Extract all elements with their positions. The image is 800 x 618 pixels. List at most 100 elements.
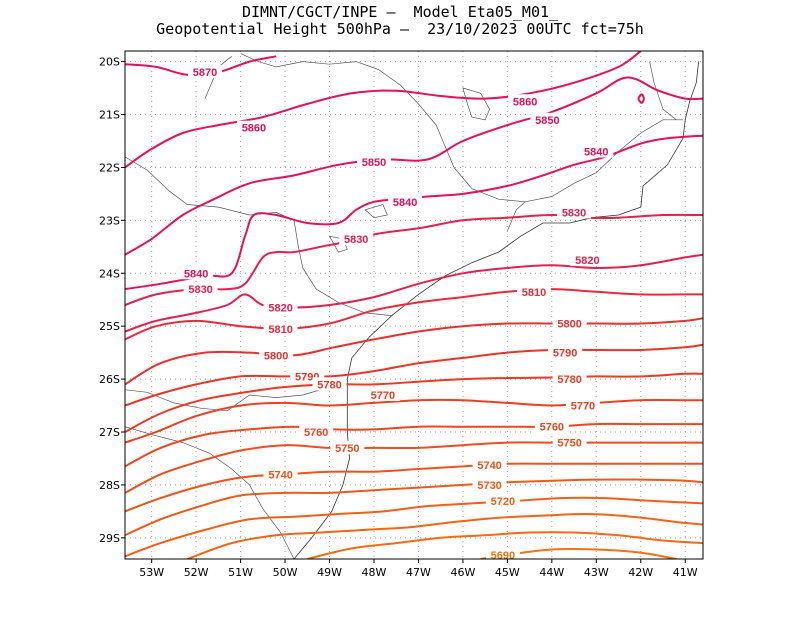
contour-label-bg — [548, 345, 583, 359]
contour-label: 5740 — [477, 460, 501, 472]
contour-label-bg — [552, 435, 587, 449]
y-tick-label: 20S — [99, 56, 120, 69]
contour-label-bg — [485, 493, 520, 507]
contour-line — [637, 93, 645, 104]
contour-layer — [125, 51, 703, 559]
contour-label: 5800 — [264, 350, 288, 362]
contour-label: 5820 — [268, 303, 292, 315]
state-border — [240, 53, 683, 203]
x-tick-label: 42W — [628, 566, 653, 579]
y-tick-label: 29S — [99, 532, 120, 545]
contour-label: 5830 — [562, 207, 586, 219]
contour-label: 5830 — [188, 284, 212, 296]
contour-line — [125, 441, 703, 494]
contour-line — [186, 512, 703, 559]
contour-label: 5810 — [268, 324, 292, 336]
y-tick-label: 25S — [99, 320, 120, 333]
x-tick-label: 50W — [273, 566, 298, 579]
contour-label: 5840 — [584, 147, 608, 159]
contour-label: 5760 — [540, 422, 564, 434]
contour-label: 5810 — [522, 287, 546, 299]
contour-label-bg — [263, 321, 298, 335]
contour-label-bg — [236, 120, 271, 134]
reservoir-outline — [364, 204, 388, 219]
contour-line — [307, 531, 703, 559]
contour-line — [125, 478, 703, 537]
contour-label: 5850 — [535, 115, 559, 127]
contour-label: 5770 — [371, 390, 395, 402]
chart-title: DIMNT/CGCT/INPE – Model Eta05_M01_ Geopo… — [0, 4, 800, 38]
contour-label: 5720 — [491, 496, 515, 508]
contour-line — [125, 76, 703, 256]
y-tick-label: 24S — [99, 267, 120, 280]
axis-ticks: 53W 52W 51W 50W 49W 48W 47W 46W 45W 44W 43W 42W 41W 2… — [99, 56, 698, 579]
contour-label: 5730 — [477, 480, 501, 492]
contour-label-bg — [565, 398, 600, 412]
contour-label-bg — [508, 94, 543, 108]
contour-label: 5750 — [557, 438, 581, 450]
contour-label-bg — [472, 457, 507, 471]
y-tick-label: 28S — [99, 479, 120, 492]
contour-label: 5780 — [557, 374, 581, 386]
y-tick-label: 27S — [99, 426, 120, 439]
contour-label: 5770 — [571, 401, 595, 413]
contour-label-bg — [517, 284, 552, 298]
contour-label-bg — [365, 387, 400, 401]
contour-line — [125, 343, 703, 407]
plot-frame — [124, 50, 704, 560]
contour-label: 5750 — [335, 443, 359, 455]
title-line-2: Geopotential Height 500hPa – 23/10/2023 … — [156, 20, 644, 38]
reservoir-outline — [462, 87, 490, 121]
contour-label-bg — [570, 253, 605, 267]
contour-label-bg — [330, 440, 365, 454]
x-tick-label: 49W — [317, 566, 342, 579]
contour-label-bg — [183, 282, 218, 296]
contour-label-bg — [312, 377, 347, 391]
contour-label-bg — [557, 205, 592, 219]
x-tick-label: 47W — [406, 566, 431, 579]
contour-line — [125, 51, 642, 169]
contour-line — [125, 496, 703, 558]
reservoir-outline — [328, 235, 348, 253]
y-tick-label: 23S — [99, 214, 120, 227]
contour-label: 5740 — [268, 469, 292, 481]
y-tick-label: 22S — [99, 161, 120, 174]
contour-label-bg — [179, 266, 214, 280]
state-border — [649, 61, 677, 121]
contour-line — [125, 372, 703, 433]
contour-label-bg — [263, 467, 298, 481]
contour-label-bg — [552, 316, 587, 330]
contour-label-bg — [388, 194, 423, 208]
contour-label: 5870 — [193, 67, 217, 79]
contour-line — [125, 462, 703, 513]
x-tick-label: 41W — [673, 566, 698, 579]
x-tick-label: 48W — [362, 566, 387, 579]
contour-label-bg — [472, 477, 507, 491]
state-border — [125, 378, 348, 412]
contour-label: 5690 — [491, 550, 515, 562]
x-tick-label: 46W — [450, 566, 475, 579]
contour-label: 5860 — [242, 123, 266, 135]
contour-line — [125, 134, 703, 291]
contour-label-bg — [534, 419, 569, 433]
x-tick-label: 51W — [228, 566, 253, 579]
contour-label-bg — [188, 65, 223, 79]
x-tick-label: 43W — [584, 566, 609, 579]
contour-line — [125, 317, 703, 386]
x-tick-label: 45W — [495, 566, 520, 579]
contour-label: 5860 — [513, 96, 537, 108]
y-tick-label: 26S — [99, 373, 120, 386]
contour-label-bg — [263, 300, 298, 314]
contour-label-bg — [339, 231, 374, 245]
x-tick-label: 44W — [539, 566, 564, 579]
contour-line — [125, 253, 703, 333]
x-tick-label: 52W — [184, 566, 209, 579]
x-tick-label: 53W — [139, 566, 164, 579]
contour-label: 5840 — [184, 268, 208, 280]
contour-label: 5830 — [344, 234, 368, 246]
contour-label: 5800 — [557, 319, 581, 331]
contour-label-bg — [579, 144, 614, 158]
contour-line — [125, 288, 703, 341]
contour-line — [125, 422, 703, 468]
